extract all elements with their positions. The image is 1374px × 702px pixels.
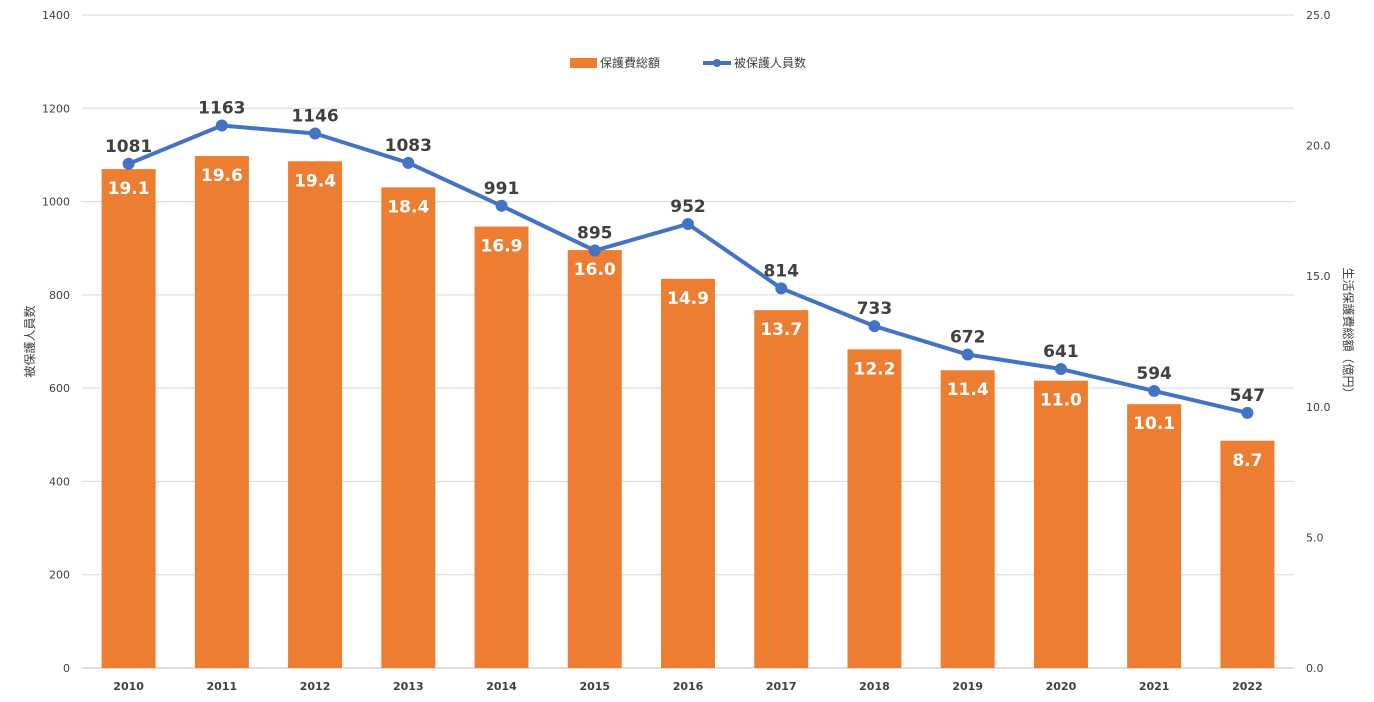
bar-data-label: 8.7	[1232, 451, 1262, 471]
x-tick-label: 2021	[1139, 680, 1170, 693]
legend-swatch-marker	[713, 59, 721, 67]
legend-label-line: 被保護人員数	[734, 55, 806, 70]
line-data-label: 1083	[385, 136, 432, 156]
line-point-2010	[122, 157, 135, 170]
bar-2017	[754, 310, 809, 668]
x-tick-label: 2020	[1046, 680, 1077, 693]
y-right-tick-label: 10.0	[1306, 401, 1331, 414]
bar-data-label: 16.9	[481, 237, 523, 257]
bar-2012	[288, 161, 343, 668]
bar-data-label: 10.1	[1133, 414, 1175, 434]
bar-2019	[940, 370, 995, 668]
line-point-2017	[775, 282, 788, 295]
line-data-label: 1163	[198, 99, 245, 119]
y-left-tick-label: 800	[49, 289, 70, 302]
x-tick-label: 2019	[952, 680, 983, 693]
bar-data-label: 16.0	[574, 260, 616, 280]
y-left-axis-title: 被保護人員数	[22, 305, 37, 377]
line-data-label: 1081	[105, 137, 152, 157]
x-tick-label: 2013	[393, 680, 424, 693]
line-point-2018	[868, 320, 881, 333]
y-right-tick-label: 25.0	[1306, 9, 1331, 22]
line-data-label: 1146	[291, 106, 338, 126]
x-tick-label: 2014	[486, 680, 517, 693]
bar-2013	[381, 187, 436, 668]
y-left-tick-label: 1000	[42, 196, 70, 209]
line-point-2011	[215, 119, 228, 132]
line-point-2014	[495, 199, 508, 212]
y-left-tick-label: 0	[63, 662, 70, 675]
line-data-label: 952	[670, 197, 706, 217]
line-point-2019	[961, 348, 974, 361]
bar-data-label: 11.4	[947, 380, 989, 400]
bar-2020	[1033, 380, 1088, 668]
bar-2011	[194, 156, 249, 668]
bar-2018	[847, 349, 902, 668]
legend-swatch-bar	[570, 58, 597, 68]
y-right-tick-label: 20.0	[1306, 140, 1331, 153]
bar-data-label: 13.7	[760, 320, 802, 340]
y-left-tick-label: 600	[49, 382, 70, 395]
line-point-2022	[1241, 406, 1254, 419]
legend-label-bar: 保護費総額	[600, 55, 660, 70]
x-tick-label: 2022	[1232, 680, 1263, 693]
bar-data-label: 19.1	[108, 179, 150, 199]
y-right-tick-label: 15.0	[1306, 270, 1331, 283]
line-point-2021	[1148, 384, 1161, 397]
bar-2010	[101, 169, 156, 668]
line-data-label: 814	[763, 261, 799, 281]
x-tick-label: 2012	[300, 680, 331, 693]
bar-2015	[567, 250, 622, 668]
line-data-label: 733	[857, 299, 893, 319]
bar-data-label: 12.2	[853, 359, 895, 379]
bar-data-label: 18.4	[387, 197, 429, 217]
line-point-2012	[309, 127, 322, 140]
bar-data-label: 14.9	[667, 289, 709, 309]
x-tick-label: 2016	[673, 680, 704, 693]
bar-2016	[661, 278, 715, 668]
line-point-2016	[682, 217, 694, 230]
line-point-2013	[402, 156, 415, 169]
bar-data-label: 19.4	[294, 171, 336, 191]
y-left-tick-label: 400	[49, 475, 70, 488]
line-point-2015	[588, 244, 601, 257]
x-tick-label: 2017	[766, 680, 797, 693]
x-tick-label: 2015	[579, 680, 610, 693]
bar-2022	[1220, 440, 1275, 668]
x-tick-label: 2011	[207, 680, 238, 693]
y-left-tick-label: 200	[49, 569, 70, 582]
y-left-tick-label: 1200	[42, 102, 70, 115]
y-right-axis-title: 生活保護費総額（億円）	[1341, 267, 1356, 399]
bar-data-label: 19.6	[201, 166, 243, 186]
bar-data-label: 11.0	[1040, 391, 1082, 411]
line-data-label: 991	[484, 179, 520, 199]
line-point-2020	[1054, 363, 1067, 376]
line-data-label: 547	[1230, 386, 1266, 406]
line-data-label: 641	[1043, 342, 1079, 362]
line-data-label: 594	[1136, 364, 1172, 384]
y-right-tick-label: 5.0	[1306, 531, 1324, 544]
x-tick-label: 2018	[859, 680, 890, 693]
x-tick-label: 2010	[113, 680, 144, 693]
y-left-tick-label: 1400	[42, 9, 70, 22]
bar-2014	[474, 226, 529, 668]
line-data-label: 672	[950, 328, 986, 348]
bar-2021	[1127, 404, 1182, 668]
y-right-tick-label: 0.0	[1306, 662, 1324, 675]
line-data-label: 895	[577, 224, 613, 244]
